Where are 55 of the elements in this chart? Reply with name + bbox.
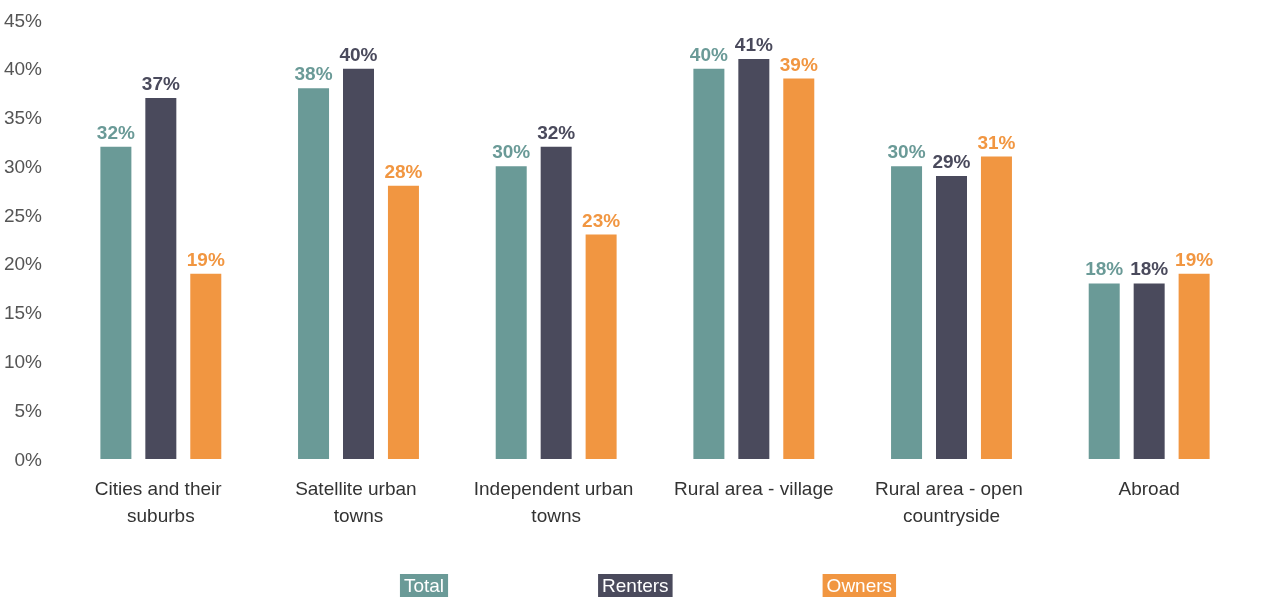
data-label: 32% (537, 121, 576, 143)
x-tick-label: Cities and their suburbs (94, 478, 227, 526)
data-label: 41% (734, 34, 773, 56)
data-label: 30% (492, 141, 531, 163)
data-label: 18% (1085, 258, 1124, 280)
y-tick-label: 0% (14, 448, 43, 470)
bar (495, 166, 527, 459)
bar (738, 59, 770, 459)
bar (540, 146, 572, 459)
bar (145, 98, 177, 459)
x-tick-label: Abroad (1118, 478, 1180, 499)
text: Owners (826, 575, 893, 596)
text: Renters (602, 575, 669, 596)
data-label: 29% (932, 151, 971, 173)
bar (936, 176, 967, 459)
y-tick-label: 30% (3, 155, 43, 177)
bar (783, 78, 815, 459)
bar (100, 146, 132, 459)
data-label: 40% (689, 43, 728, 65)
y-tick-label: 20% (3, 253, 43, 275)
data-label: 28% (384, 160, 423, 182)
data-label: 23% (582, 209, 621, 231)
data-label: 19% (1175, 248, 1214, 270)
bar (1088, 283, 1120, 459)
bar (387, 185, 419, 459)
data-label: 30% (887, 141, 926, 163)
bar (343, 68, 374, 459)
y-tick-label: 35% (3, 107, 43, 129)
data-label: 31% (977, 131, 1016, 153)
y-tick-label: 15% (3, 302, 43, 324)
bar (1133, 283, 1165, 459)
bar (693, 68, 725, 459)
bar (298, 88, 330, 459)
x-tick-label: Independent urban towns (473, 478, 639, 526)
data-label: 19% (186, 248, 225, 270)
y-tick-label: 40% (3, 58, 43, 80)
bar (1178, 273, 1210, 459)
data-label: 40% (339, 43, 378, 65)
bar (891, 166, 923, 459)
x-tick-label: Satellite urban towns (295, 478, 422, 526)
data-label: 32% (96, 121, 135, 143)
text: Total (403, 575, 445, 596)
data-label: 18% (1130, 258, 1169, 280)
x-tick-label: Rural area - open countryside (874, 478, 1029, 526)
bar (585, 234, 617, 459)
data-label: 37% (141, 73, 180, 95)
y-tick-label: 5% (14, 399, 43, 421)
y-tick-label: 45% (3, 9, 43, 31)
bar (190, 273, 222, 459)
bar (980, 156, 1012, 459)
data-label: 38% (294, 63, 333, 85)
y-tick-label: 25% (3, 204, 43, 226)
y-tick-label: 10% (3, 350, 43, 372)
x-tick-label: Rural area - village (674, 478, 834, 499)
data-label: 39% (779, 53, 818, 75)
